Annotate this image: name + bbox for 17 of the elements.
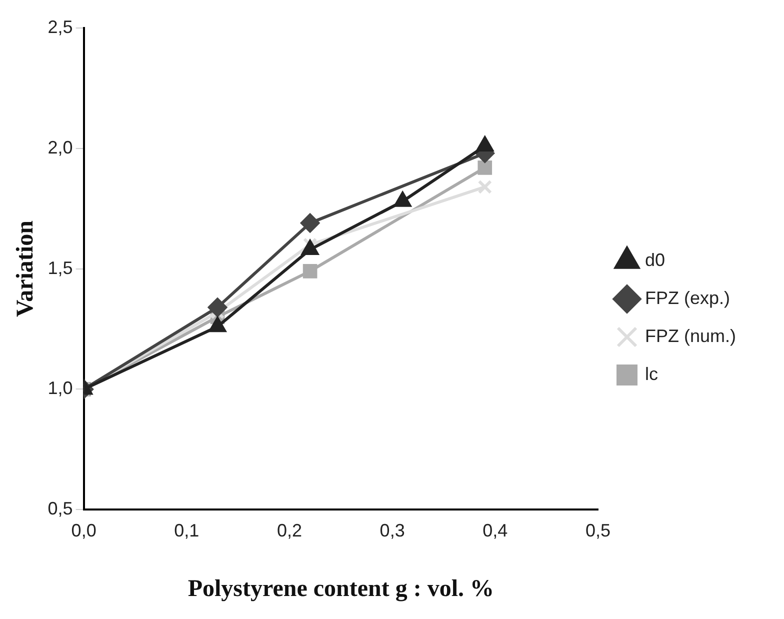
y-tick-label: 1,5 [48, 258, 73, 278]
x-axis-title: Polystyrene content g : vol. % [188, 576, 494, 602]
x-tick-label: 0,4 [482, 520, 508, 540]
y-tick-label: 2,5 [48, 16, 73, 37]
y-axis-title: Variation [12, 220, 39, 318]
x-tick-label: 0,5 [585, 520, 611, 540]
y-tick-label: 2,0 [48, 137, 73, 158]
x-tick-label: 0,0 [71, 520, 96, 540]
x-tick-label: 0,1 [174, 520, 200, 540]
legend-label: FPZ (num.) [645, 326, 736, 346]
legend-label: d0 [645, 250, 666, 270]
x-tick-label: 0,2 [276, 520, 302, 540]
y-tick-label: 1,0 [48, 378, 73, 398]
x-tick-label: 0,3 [380, 520, 405, 540]
legend-label: lc [645, 364, 658, 384]
y-tick-label: 0,5 [48, 498, 73, 519]
legend-label: FPZ (exp.) [645, 288, 730, 308]
